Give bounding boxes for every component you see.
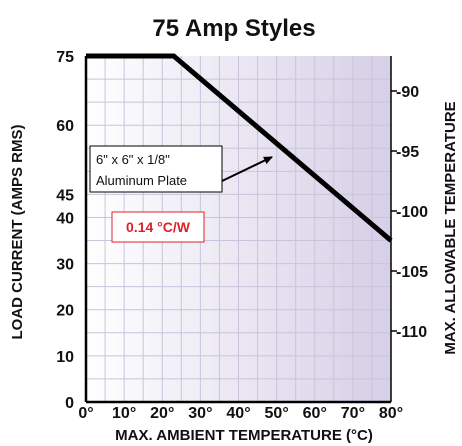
y2-tick-label: -100	[396, 204, 428, 221]
plate-annotation-line2: Aluminum Plate	[96, 173, 187, 188]
x-tick-label: 60°	[303, 405, 327, 422]
x-tick-label: 0°	[78, 405, 93, 422]
x-tick-label: 30°	[188, 405, 212, 422]
y2-tick-label: -110	[396, 324, 427, 341]
y-tick-label: 30	[56, 257, 74, 274]
x-tick-label: 70°	[341, 405, 365, 422]
x-tick-label: 20°	[150, 405, 174, 422]
chart-title: 75 Amp Styles	[152, 15, 315, 42]
plate-annotation-line1: 6" x 6" x 1/8"	[96, 152, 170, 167]
y-tick-label: 40	[56, 210, 74, 227]
y-axis-label: LOAD CURRENT (AMPS RMS)	[9, 125, 26, 340]
plate-annotation: 6" x 6" x 1/8" Aluminum Plate	[89, 145, 273, 193]
thermal-resistance-label: 0.14 °C/W	[111, 211, 205, 243]
x-axis-label: MAX. AMBIENT TEMPERATURE (°C)	[115, 427, 373, 444]
annotation-arrow	[221, 156, 273, 182]
y-tick-label: 60	[56, 118, 74, 135]
x-tick-label: 10°	[112, 405, 136, 422]
series-line	[86, 53, 393, 243]
y-tick-labels: 0 10 20 30 40 45 60 75	[56, 49, 74, 412]
y2-tick-label: -90	[396, 84, 419, 101]
thermal-resistance-box	[111, 211, 205, 243]
grid	[86, 56, 391, 402]
y2-axis-label: MAX. ALLOWABLE TEMPERATURE	[442, 101, 459, 354]
y-tick-label: 10	[56, 349, 74, 366]
y2-tick-label: -95	[396, 144, 419, 161]
y-tick-label: 20	[56, 303, 74, 320]
thermal-resistance-text: 0.14 °C/W	[126, 219, 191, 235]
x-tick-label: 50°	[265, 405, 289, 422]
y2-tick-label: -105	[396, 264, 428, 281]
y-tick-label: 45	[56, 187, 74, 204]
y-tick-label: 0	[65, 395, 74, 412]
y2-tick-labels: -90 -95 -100 -105 -110	[391, 84, 428, 341]
x-tick-label: 40°	[226, 405, 250, 422]
y-tick-label: 75	[56, 49, 74, 66]
x-tick-labels: 0° 10° 20° 30° 40° 50° 60° 70° 80°	[78, 405, 403, 422]
plate-annotation-box	[89, 145, 223, 193]
x-tick-label: 80°	[379, 405, 403, 422]
